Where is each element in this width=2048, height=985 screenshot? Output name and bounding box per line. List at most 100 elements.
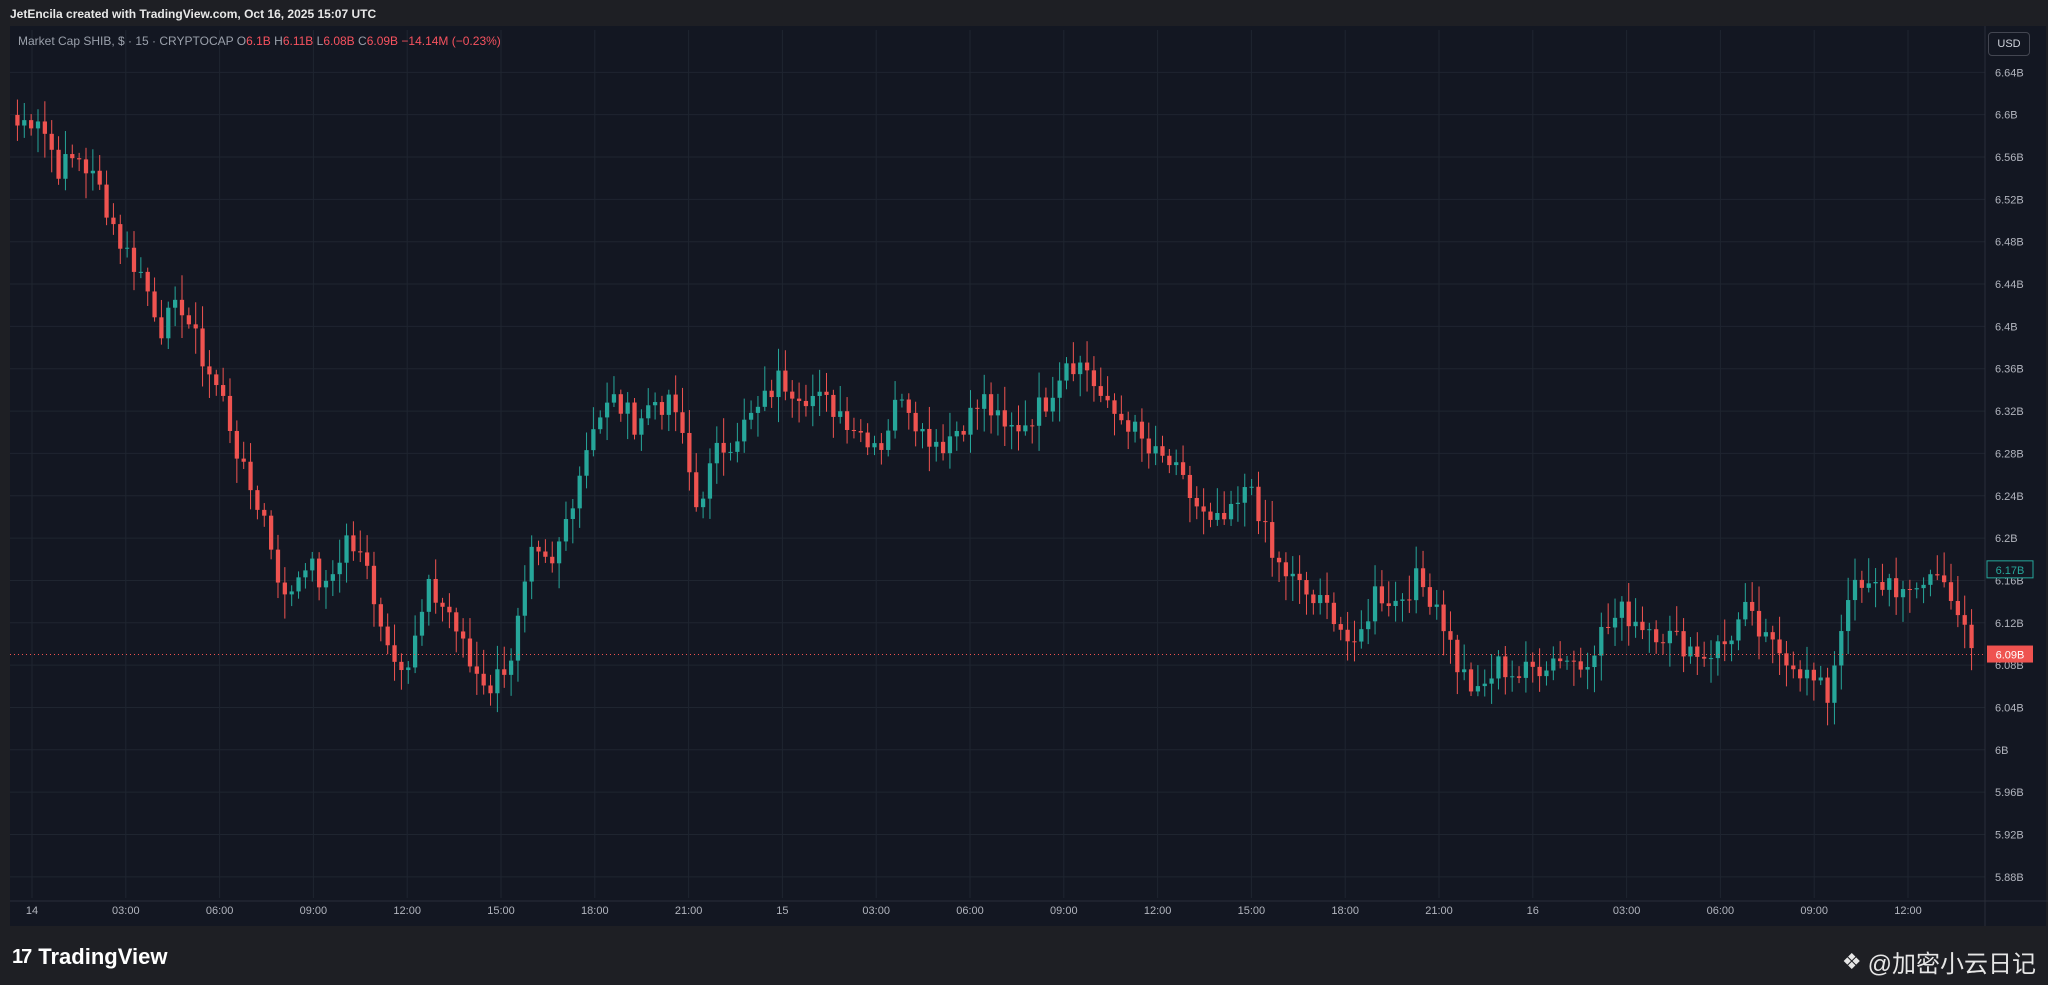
candle-body — [193, 324, 198, 329]
candle-body — [694, 472, 699, 508]
candle-body — [214, 374, 219, 386]
candle-body — [1667, 630, 1673, 644]
y-tick-label: 6.4B — [1995, 321, 2018, 333]
candle-body — [1180, 462, 1186, 475]
candle-body — [433, 578, 438, 603]
candle-body — [1098, 386, 1103, 396]
change-value: −14.14M (−0.23%) — [401, 34, 501, 48]
candle-body — [1132, 421, 1138, 432]
candle-body — [221, 385, 226, 396]
candle-body — [1324, 595, 1330, 603]
candle-body — [268, 515, 274, 550]
candle-body — [762, 390, 767, 407]
candle-body — [241, 458, 246, 462]
candlestick-chart[interactable]: 5.88B 5.92B 5.96B 6B 6.04B 6.08B 6.12B 6.16B 6.2… — [0, 0, 2048, 926]
candle-body — [1894, 578, 1899, 598]
candle-body — [1345, 629, 1350, 642]
candle-body — [1674, 630, 1679, 632]
x-tick-label: 12:00 — [1144, 905, 1172, 917]
candle-body — [1318, 595, 1323, 604]
candle-body — [399, 661, 404, 671]
candle-body — [591, 429, 596, 451]
candle-body — [1647, 629, 1652, 631]
candle-body — [255, 490, 260, 510]
candle-body — [1640, 621, 1645, 631]
candle-body — [145, 271, 150, 292]
candle-body — [1948, 582, 1954, 601]
candle-body — [1201, 506, 1206, 512]
candle-body — [1612, 617, 1618, 628]
candle-body — [454, 612, 459, 632]
x-tick-label: 12:00 — [393, 905, 421, 917]
candle-body — [1078, 362, 1083, 375]
candle-body — [1235, 502, 1241, 504]
current-price-tag — [1987, 645, 2033, 663]
attribution-bar: JetEncila created with TradingView.com, … — [0, 0, 2048, 26]
candle-body — [776, 370, 781, 398]
candle-body — [988, 394, 994, 416]
candle-body — [22, 120, 27, 126]
candle-body — [1564, 660, 1570, 662]
x-tick-label: 06:00 — [956, 905, 984, 917]
candle-body — [111, 217, 116, 225]
candle-body — [1119, 413, 1124, 421]
candle-body — [282, 582, 287, 595]
candle-body — [550, 556, 555, 564]
y-tick-label: 6.28B — [1995, 448, 2024, 460]
currency-button[interactable]: USD — [1988, 32, 2030, 56]
high-price-tag — [1986, 560, 2034, 579]
candle-body — [447, 606, 452, 613]
candle-body — [1571, 660, 1577, 662]
candle-body — [1928, 574, 1933, 585]
candle-body — [1935, 574, 1940, 576]
candle-body — [680, 412, 685, 433]
candle-body — [70, 154, 75, 159]
candle-body — [316, 558, 322, 588]
candle-body — [947, 436, 953, 454]
candle-body — [1907, 589, 1912, 591]
close-value: 6.09B — [366, 34, 399, 48]
low-label: L — [316, 34, 324, 48]
candle-body — [810, 395, 815, 407]
candle-body — [1955, 600, 1960, 616]
candle-body — [1599, 626, 1604, 656]
candle-body — [1050, 397, 1055, 412]
candle-body — [1510, 676, 1515, 678]
candle-body — [529, 546, 534, 582]
chart-frame[interactable] — [10, 26, 2046, 926]
candle-body — [543, 551, 548, 557]
candle-body — [844, 411, 850, 430]
candle-body — [1270, 522, 1275, 558]
candle-body — [289, 591, 294, 595]
candle-body — [1708, 658, 1714, 660]
candle-body — [1859, 579, 1864, 588]
x-tick-label: 15 — [776, 905, 788, 917]
x-tick-label: 12:00 — [1894, 905, 1922, 917]
candle-body — [838, 411, 843, 417]
candle-body — [796, 398, 802, 401]
candle-body — [1393, 600, 1398, 607]
candle-body — [1468, 669, 1474, 692]
y-tick-label: 6.04B — [1995, 702, 2024, 714]
candle-body — [296, 577, 301, 592]
candle-body — [1331, 602, 1337, 625]
candle-body — [1722, 641, 1727, 645]
candle-body — [419, 611, 425, 636]
symbol-legend: Market Cap SHIB, $ · 15 · CRYPTOCAP O6.1… — [18, 34, 501, 48]
open-value: 6.1B — [246, 34, 271, 48]
candle-body — [769, 390, 774, 398]
candle-body — [303, 570, 308, 578]
candle-body — [934, 441, 939, 447]
candle-body — [913, 412, 918, 432]
candle-body — [351, 535, 356, 552]
candle-body — [632, 402, 637, 435]
candle-body — [234, 430, 239, 459]
candle-body — [262, 509, 267, 516]
candle-body — [700, 498, 706, 508]
tradingview-logo[interactable]: 17 TradingView — [12, 944, 167, 970]
candle-body — [1167, 455, 1172, 466]
candle-body — [515, 615, 521, 661]
candle-body — [556, 541, 562, 564]
candle-body — [63, 154, 68, 179]
candle-body — [1832, 665, 1837, 703]
